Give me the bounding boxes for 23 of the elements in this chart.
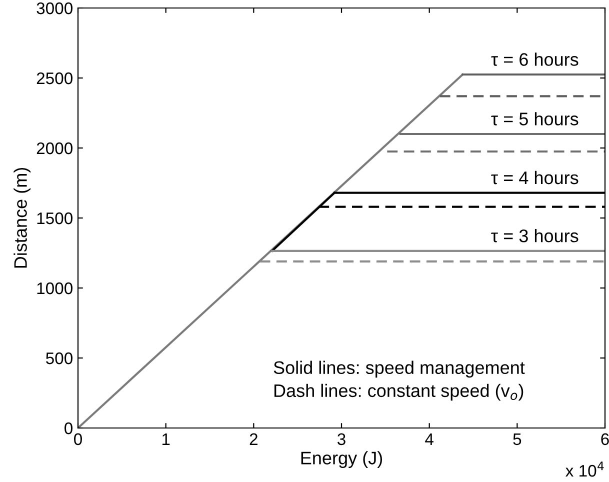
annotation: τ = 5 hours bbox=[491, 112, 578, 126]
annotation: τ = 4 hours bbox=[491, 170, 578, 184]
y-tick-label: 1500 bbox=[37, 212, 72, 224]
y-tick-label: 500 bbox=[46, 352, 72, 364]
annotation: τ = 6 hours bbox=[491, 52, 578, 66]
x-tick-label: 2 bbox=[250, 433, 258, 445]
annotation: Dash lines: constant speed (v$_{o}$) bbox=[274, 384, 524, 401]
x-tick-label: 6 bbox=[601, 433, 609, 446]
x-tick-label: 0 bbox=[74, 433, 82, 446]
y-tick-label: 1000 bbox=[37, 282, 72, 294]
x-tick-label: 5 bbox=[513, 433, 522, 446]
y-axis-title: Distance (m) bbox=[14, 168, 30, 268]
annotation: Solid lines: speed management bbox=[274, 360, 525, 378]
annotation: τ = 3 hours bbox=[491, 229, 578, 242]
y-tick-label: 0 bbox=[64, 422, 72, 434]
y-tick-label: 2000 bbox=[36, 142, 72, 154]
x-tick-label: 4 bbox=[425, 433, 434, 445]
x-axis-title: Energy (J) bbox=[301, 451, 382, 468]
x-tick-label: 1 bbox=[162, 433, 170, 445]
y-tick-label: 3000 bbox=[36, 2, 72, 14]
text: x 10$^{4}$ bbox=[566, 462, 604, 477]
y-tick-label: 2500 bbox=[36, 72, 72, 84]
x-tick-label: 3 bbox=[338, 433, 346, 446]
